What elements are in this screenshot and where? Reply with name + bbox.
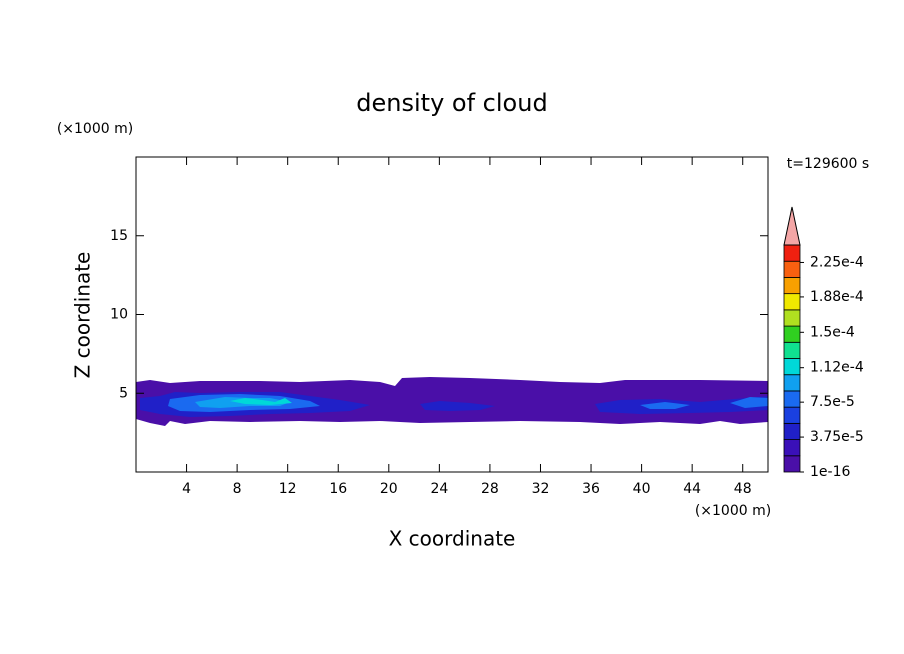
x-unit: (×1000 m) (695, 503, 771, 519)
cloud-level-5 (230, 398, 292, 405)
colorbar-band (783, 374, 801, 392)
x-tick-label: 48 (734, 481, 752, 497)
y-unit: (×1000 m) (57, 121, 133, 137)
x-tick-label: 44 (683, 481, 701, 497)
cloud-level-3 (730, 397, 768, 408)
colorbar-band (783, 277, 801, 295)
x-tick-label: 12 (279, 481, 297, 497)
x-tick-label: 28 (481, 481, 499, 497)
y-tick-label: 5 (119, 385, 128, 401)
colorbar-label: 1.12e-4 (810, 360, 864, 376)
x-tick-label: 8 (233, 481, 242, 497)
colorbar-band (783, 325, 801, 343)
colorbar-band (783, 358, 801, 376)
colorbar-label: 7.5e-5 (810, 394, 855, 410)
cloud-level-2 (420, 401, 495, 411)
colorbar-band (783, 341, 801, 359)
colorbar-band (783, 455, 801, 473)
x-tick-label: 16 (329, 481, 347, 497)
colorbar-label: 1.5e-4 (810, 324, 855, 340)
time-label: t=129600 s (787, 156, 869, 172)
colorbar-label: 1.88e-4 (810, 289, 864, 305)
colorbar-band (783, 293, 801, 311)
colorbar-band (783, 260, 801, 278)
chart-title: density of cloud (356, 89, 547, 117)
colorbar-label: 2.25e-4 (810, 254, 864, 270)
x-tick-label: 4 (182, 481, 191, 497)
x-tick-label: 40 (633, 481, 651, 497)
colorbar-label: 3.75e-5 (810, 429, 864, 445)
x-tick-label: 36 (582, 481, 600, 497)
colorbar-band (783, 439, 801, 457)
colorbar-band (783, 422, 801, 440)
y-tick-label: 15 (110, 228, 128, 244)
x-tick-label: 32 (532, 481, 550, 497)
cloud-level-1 (136, 377, 768, 426)
x-axis-label: X coordinate (389, 527, 516, 551)
colorbar-band (783, 390, 801, 408)
y-tick-label: 10 (110, 307, 128, 323)
x-tick-label: 24 (430, 481, 448, 497)
colorbar-band (783, 406, 801, 424)
colorbar-extend (783, 206, 801, 246)
cloud-field (136, 377, 768, 426)
cloud-level-3 (640, 402, 690, 409)
colorbar-label: 1e-16 (810, 464, 850, 480)
colorbar-band (783, 244, 801, 262)
colorbar-band (783, 309, 801, 327)
x-tick-label: 20 (380, 481, 398, 497)
y-axis-label: Z coordinate (71, 252, 95, 379)
